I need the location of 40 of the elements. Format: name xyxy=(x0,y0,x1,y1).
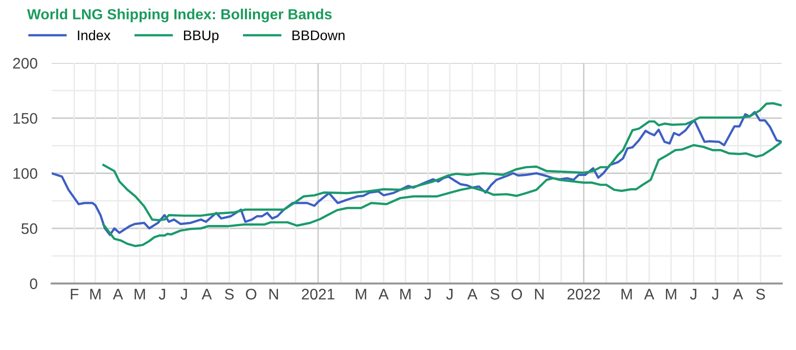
x-tick-label: S xyxy=(756,288,765,300)
x-tick-label: J xyxy=(690,288,696,300)
legend-label: BBDown xyxy=(292,30,344,40)
x-tick-label: N xyxy=(269,288,278,300)
x-tick-label: M xyxy=(622,288,632,300)
x-tick-label: M xyxy=(134,288,145,300)
chart-title: World LNG Shipping Index: Bollinger Bands xyxy=(27,8,332,22)
y-tick-label: 50 xyxy=(21,223,38,234)
y-tick-label: 200 xyxy=(13,58,38,69)
x-tick-label: O xyxy=(246,288,256,300)
x-tick-label: A xyxy=(732,288,744,300)
x-tick-label: M xyxy=(400,288,411,300)
x-tick-label: F xyxy=(70,288,78,300)
x-tick-label: S xyxy=(224,288,234,300)
x-tick-label: 2022 xyxy=(568,288,600,300)
line-series xyxy=(102,140,782,248)
x-tick-label: A xyxy=(202,288,212,300)
x-tick-label: J xyxy=(158,288,166,300)
x-tick-label: A xyxy=(112,288,124,300)
x-tick-label: S xyxy=(490,288,500,300)
x-tick-label: N xyxy=(535,288,544,300)
legend-label: BBUp xyxy=(184,30,219,44)
x-tick-label: J xyxy=(712,288,718,300)
y-tick-label: 150 xyxy=(14,112,38,124)
line-series xyxy=(102,102,782,222)
x-tick-label: A xyxy=(467,288,478,300)
x-tick-label: J xyxy=(180,288,187,300)
x-tick-label: A xyxy=(644,288,654,300)
y-tick-label: 0 xyxy=(30,278,38,290)
x-tick-label: M xyxy=(666,288,676,300)
x-tick-label: M xyxy=(356,288,366,300)
x-tick-label: O xyxy=(512,288,522,300)
x-tick-label: J xyxy=(446,288,453,300)
x-tick-label: J xyxy=(424,288,431,300)
x-tick-label: 2021 xyxy=(302,288,334,300)
line-series xyxy=(52,110,782,236)
x-tick-label: A xyxy=(378,288,389,300)
legend-label: Index xyxy=(78,30,110,40)
y-tick-label: 100 xyxy=(14,168,38,179)
x-tick-label: M xyxy=(90,288,101,300)
